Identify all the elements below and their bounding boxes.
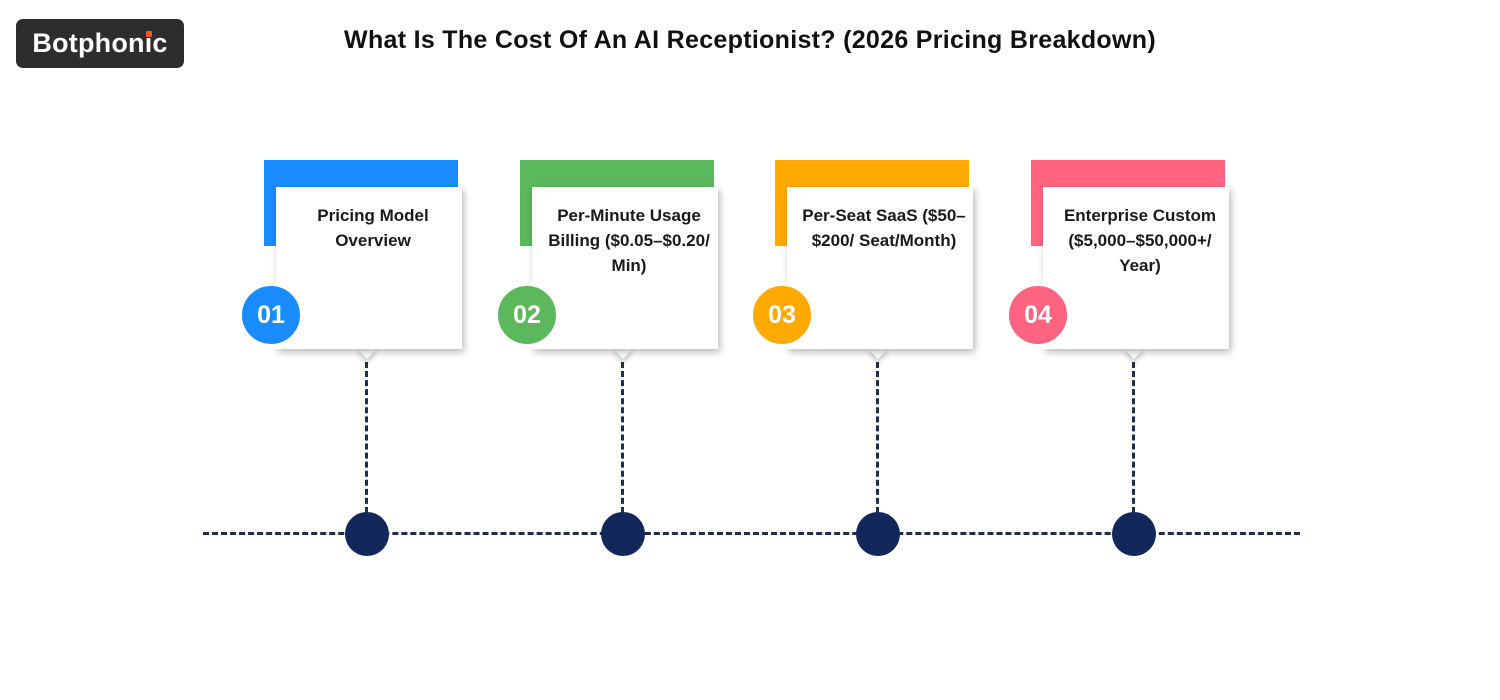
- step-3-badge: 03: [750, 283, 814, 347]
- timeline-node-3: [856, 512, 900, 556]
- step-4-card: [1043, 187, 1229, 349]
- step-1-card: [276, 187, 462, 349]
- step-3-connector: [876, 362, 879, 522]
- brand-logo: Botphon i c: [16, 19, 184, 68]
- timeline-node-4: [1112, 512, 1156, 556]
- step-4: Enterprise Custom ($5,000–$50,000+/ Year…: [1006, 160, 1242, 370]
- step-3: Per-Seat SaaS ($50–$200/ Seat/Month) 03: [750, 160, 986, 370]
- timeline-node-2: [601, 512, 645, 556]
- brand-logo-prefix: Botphon: [32, 28, 145, 58]
- step-2-badge: 02: [495, 283, 559, 347]
- step-4-label: Enterprise Custom ($5,000–$50,000+/ Year…: [1063, 206, 1217, 275]
- timeline-node-1: [345, 512, 389, 556]
- step-3-label: Per-Seat SaaS ($50–$200/ Seat/Month): [802, 206, 966, 250]
- step-4-connector: [1132, 362, 1135, 522]
- step-2-label: Per-Minute Usage Billing ($0.05–$0.20/ M…: [548, 206, 710, 275]
- step-3-card: [787, 187, 973, 349]
- step-1: Pricing Model Overview 01: [239, 160, 475, 370]
- brand-logo-suffix: c: [152, 28, 168, 58]
- step-2: Per-Minute Usage Billing ($0.05–$0.20/ M…: [495, 160, 731, 370]
- step-1-label: Pricing Model Overview: [317, 206, 429, 250]
- brand-logo-i: i: [144, 28, 153, 58]
- timeline-line: [203, 532, 1300, 535]
- step-4-badge: 04: [1006, 283, 1070, 347]
- step-2-card: [532, 187, 718, 349]
- page-title: What Is The Cost Of An AI Receptionist? …: [344, 26, 1156, 54]
- step-2-connector: [621, 362, 624, 522]
- step-1-badge: 01: [239, 283, 303, 347]
- step-1-connector: [365, 362, 368, 522]
